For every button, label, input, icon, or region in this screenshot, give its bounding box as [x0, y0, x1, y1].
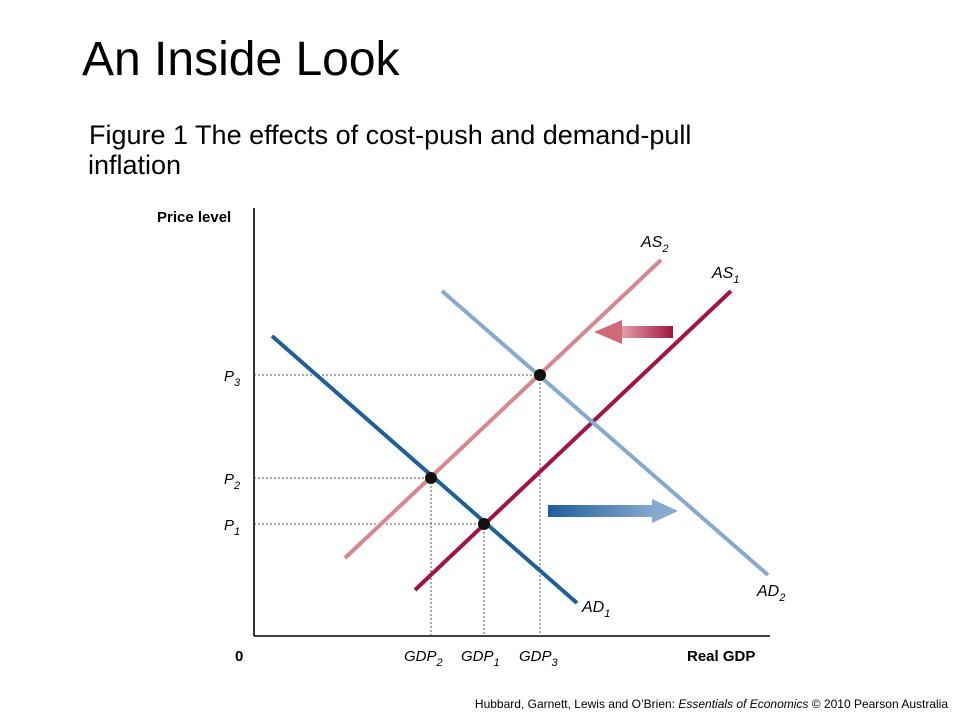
- ad1-label: AD1: [581, 599, 610, 620]
- equilibrium-point-3: [534, 369, 546, 381]
- source-citation: Hubbard, Garnett, Lewis and O’Brien: Ess…: [475, 697, 948, 711]
- figure-caption-line-1: Figure 1 The effects of cost-push and de…: [89, 120, 692, 150]
- as-shift-arrow: [594, 320, 673, 344]
- citation-copyright: © 2010 Pearson Australia: [808, 697, 948, 711]
- figure-caption: Figure 1 The effects of cost-push and de…: [88, 120, 849, 180]
- ad2-label: AD2: [756, 583, 785, 604]
- guide-lines: [254, 374, 541, 636]
- x-axis-label: Real GDP: [687, 648, 755, 665]
- ad1-curve: [270, 334, 579, 605]
- price-tick-p3: P3: [224, 368, 241, 389]
- gdp-tick-gdp2: GDP2: [404, 648, 443, 669]
- price-tick-p2: P2: [224, 471, 240, 492]
- citation-book-title: Essentials of Economics: [678, 697, 809, 711]
- gdp-tick-gdp1: GDP1: [461, 648, 500, 669]
- as2-label: AS2: [640, 234, 668, 255]
- equilibrium-point-2: [425, 472, 437, 484]
- price-tick-p1: P1: [224, 517, 240, 538]
- figure-caption-line-2: inflation: [88, 150, 182, 180]
- as2-curve: [343, 258, 663, 560]
- as1-label: AS1: [711, 265, 739, 286]
- ad-shift-arrow: [548, 499, 678, 523]
- ad2-curve: [440, 289, 770, 577]
- citation-authors: Hubbard, Garnett, Lewis and O’Brien:: [474, 697, 679, 711]
- slide-title: An Inside Look: [82, 33, 400, 86]
- gdp-tick-gdp3: GDP3: [519, 648, 559, 669]
- y-axis-label: Price level: [157, 209, 231, 226]
- origin-label: 0: [235, 648, 243, 665]
- as1-curve: [413, 289, 733, 592]
- equilibrium-point-1: [478, 518, 490, 530]
